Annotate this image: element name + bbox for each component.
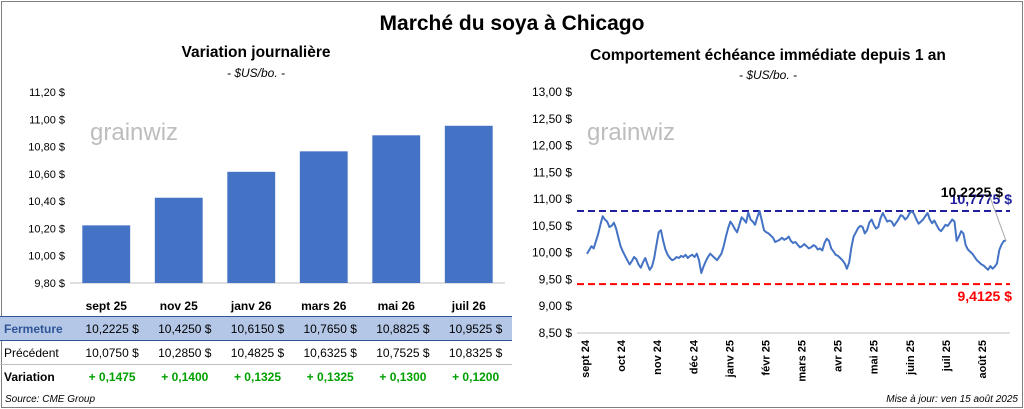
- table-cell: 10,2225 $: [75, 316, 149, 341]
- bar-y-tick-label: 9,80 $: [34, 278, 65, 290]
- reference-line-label: 9,4125 $: [958, 288, 1013, 304]
- reference-line-label: 10,7775 $: [950, 191, 1012, 207]
- grainwiz-watermark: grainwiz: [587, 119, 675, 146]
- price-series-line: [586, 209, 1007, 274]
- bar-x-tick-label: mars 26: [301, 299, 347, 313]
- bar: [444, 125, 493, 283]
- line-y-tick-label: 12,50 $: [532, 112, 572, 126]
- table-cell: 10,6325 $: [293, 340, 367, 365]
- bar-y-tick-label: 10,20 $: [28, 223, 65, 235]
- bar-y-tick-label: 11,00 $: [29, 114, 65, 126]
- bar-x-tick-label: janv 26: [230, 299, 272, 313]
- table-cell: + 0,1300: [379, 369, 427, 384]
- bar-y-tick-label: 11,20 $: [29, 87, 65, 99]
- line-y-tick-label: 9,00 $: [539, 299, 573, 313]
- bar: [299, 151, 348, 283]
- update-note: Mise à jour: ven 15 août 2025: [886, 394, 1018, 405]
- line-y-tick-label: 13,00 $: [532, 85, 572, 99]
- last-value-leader: [989, 196, 1007, 241]
- table-cell: 10,8325 $: [439, 340, 512, 365]
- row-label: Précédent: [0, 340, 76, 365]
- line-x-tick-label: mai 25: [869, 340, 881, 374]
- line-x-tick-label: avr 25: [833, 340, 845, 372]
- line-y-tick-label: 10,50 $: [532, 219, 572, 233]
- line-x-tick-label: juin 25: [905, 340, 917, 376]
- line-x-tick-label: août 25: [977, 340, 989, 379]
- table-cell: + 0,1325: [233, 369, 282, 384]
- line-y-tick-label: 9,50 $: [539, 272, 573, 286]
- fermeture-row: Fermeture 10,2225 $10,4250 $10,6150 $10,7…: [0, 316, 512, 341]
- line-y-tick-label: 11,50 $: [533, 165, 572, 179]
- source-note: Source: CME Group: [5, 394, 96, 405]
- line-y-tick-label: 10,00 $: [532, 246, 572, 260]
- bar: [372, 135, 421, 283]
- bar-y-tick-label: 10,80 $: [28, 142, 65, 154]
- line-x-tick-label: janv 25: [724, 340, 736, 378]
- variation-row: Variation + 0,1475 + 0,1400 + 0,1325 + 0,132…: [0, 365, 512, 389]
- table-cell: 10,4250 $: [148, 316, 222, 341]
- table-cell: + 0,1325: [306, 369, 354, 384]
- table-cell: 10,0750 $: [75, 340, 149, 365]
- line-y-tick-label: 11,00 $: [533, 192, 572, 206]
- row-label: Fermeture: [0, 316, 76, 341]
- line-x-tick-label: sept 24: [580, 339, 592, 378]
- line-x-tick-label: nov 24: [652, 339, 664, 375]
- bar: [154, 197, 203, 283]
- bar: [227, 171, 276, 283]
- bar: [82, 225, 131, 283]
- bar-chart-title: Variation journalière: [181, 44, 331, 61]
- line-chart-title: Comportement échéance immédiate depuis 1…: [590, 47, 946, 64]
- grainwiz-watermark: grainwiz: [90, 119, 178, 146]
- line-x-tick-label: mars 25: [797, 340, 809, 382]
- line-chart: 8,50 $ 9,00 $ 9,50 $ 10,00 $ 10,50 $ 11,00 $ 1…: [532, 85, 1012, 382]
- table-cell: 10,7525 $: [366, 340, 440, 365]
- row-label: Variation: [4, 369, 55, 384]
- table-cell: 10,4825 $: [221, 340, 294, 365]
- futures-table: Fermeture 10,2225 $10,4250 $10,6150 $10,7…: [0, 316, 512, 389]
- table-cell: + 0,1200: [452, 369, 500, 384]
- line-x-tick-label: juil 25: [941, 340, 953, 372]
- bar-x-tick-label: mai 26: [378, 299, 416, 313]
- table-cell: + 0,1400: [161, 369, 209, 384]
- bar-x-tick-label: nov 25: [160, 299, 198, 313]
- line-x-tick-label: oct 24: [616, 339, 628, 372]
- line-x-tick-label: févr 25: [760, 340, 772, 375]
- bar-chart: 9,80 $ 10,00 $ 10,20 $ 10,40 $ 10,60 $ 10,80 …: [28, 87, 505, 313]
- table-cell: 10,7650 $: [293, 316, 367, 341]
- page-title: Marché du soya à Chicago: [379, 12, 645, 35]
- line-y-tick-label: 12,00 $: [532, 139, 572, 153]
- line-y-tick-label: 8,50 $: [539, 326, 573, 340]
- table-cell: + 0,1475: [88, 369, 136, 384]
- bar-y-tick-label: 10,00 $: [28, 251, 65, 263]
- precedent-row: Précédent 10,0750 $10,2850 $10,4825 $10,6…: [0, 340, 512, 365]
- bar-y-tick-label: 10,60 $: [28, 169, 65, 181]
- bar-x-tick-label: juil 26: [451, 299, 486, 313]
- bar-x-tick-label: sept 25: [86, 299, 128, 313]
- bar-y-tick-label: 10,40 $: [28, 196, 65, 208]
- table-cell: 10,8825 $: [366, 316, 440, 341]
- line-chart-unit: - $US/bo. -: [738, 68, 798, 82]
- bar-chart-unit: - $US/bo. -: [226, 66, 286, 80]
- table-cell: 10,2850 $: [148, 340, 222, 365]
- table-cell: 10,6150 $: [221, 316, 294, 341]
- last-value-label: 10,2225 $: [941, 184, 1003, 200]
- table-cell: 10,9525 $: [439, 316, 512, 341]
- line-x-tick-label: déc 24: [688, 339, 700, 374]
